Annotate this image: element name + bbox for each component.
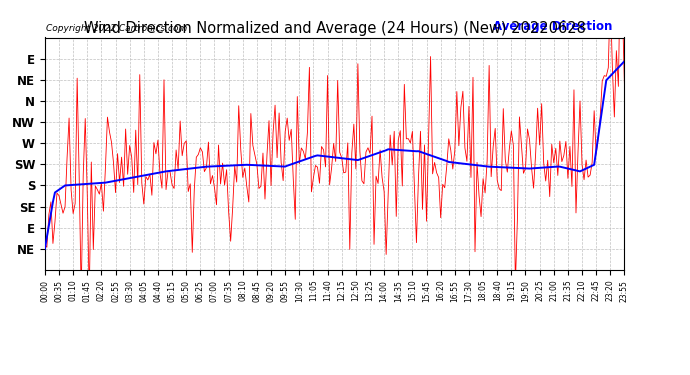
Text: Average Direction: Average Direction	[493, 20, 613, 33]
Text: Copyright 2022 Cartronics.com: Copyright 2022 Cartronics.com	[46, 24, 187, 33]
Title: Wind Direction Normalized and Average (24 Hours) (New) 20220628: Wind Direction Normalized and Average (2…	[83, 21, 586, 36]
